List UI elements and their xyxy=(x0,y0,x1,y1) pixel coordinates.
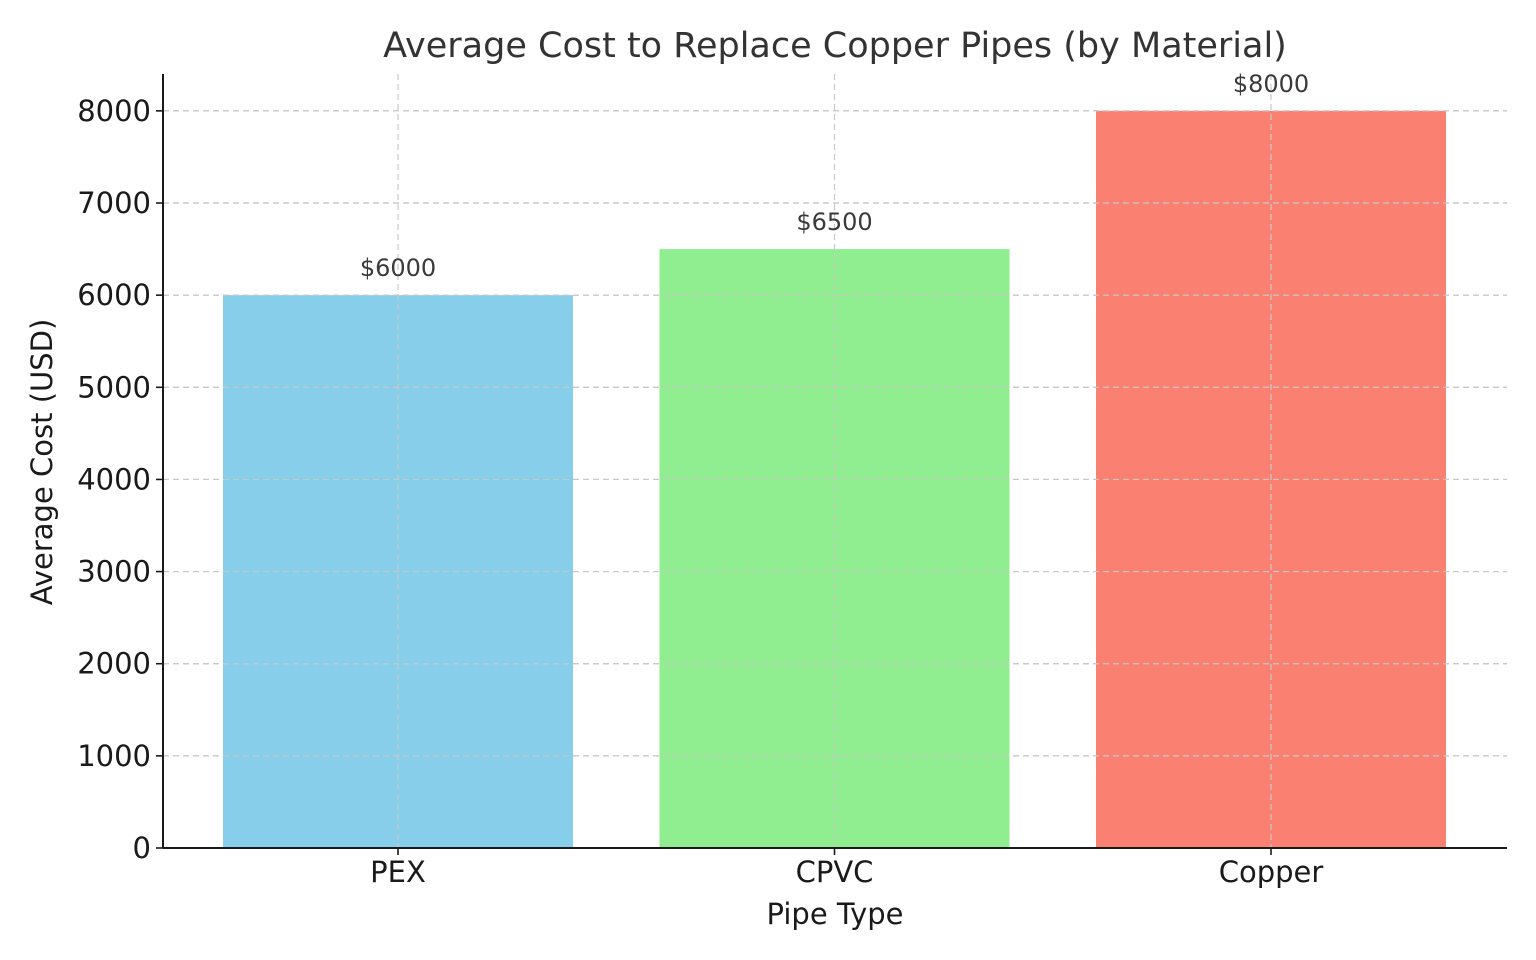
y-axis-label: Average Cost (USD) xyxy=(25,319,59,606)
bar-value-label: $6000 xyxy=(360,254,436,282)
y-tick-label: 4000 xyxy=(77,462,151,496)
y-tick-label: 6000 xyxy=(77,278,151,312)
y-tick-label: 0 xyxy=(133,831,151,865)
y-tick-label: 7000 xyxy=(77,186,151,220)
y-tick-label: 2000 xyxy=(77,647,151,681)
x-tick-label: PEX xyxy=(370,855,426,889)
ticks: 0 1000 2000 3000 4000 5000 6000 7000 8000 PEX CPVC… xyxy=(77,94,1323,889)
bar-value-label: $6500 xyxy=(796,208,872,236)
chart-title: Average Cost to Replace Copper Pipes (by… xyxy=(383,26,1287,66)
data-labels: $6000 $6500 $8000 xyxy=(360,70,1309,282)
y-tick-label: 5000 xyxy=(77,370,151,404)
y-tick-label: 3000 xyxy=(77,555,151,589)
x-tick-label: CPVC xyxy=(796,855,874,889)
x-tick-label: Copper xyxy=(1219,855,1324,889)
y-tick-label: 8000 xyxy=(77,94,151,128)
y-tick-label: 1000 xyxy=(77,739,151,773)
x-axis-label: Pipe Type xyxy=(767,897,904,931)
grid-overlay xyxy=(163,110,1507,849)
bar-value-label: $8000 xyxy=(1233,70,1309,98)
